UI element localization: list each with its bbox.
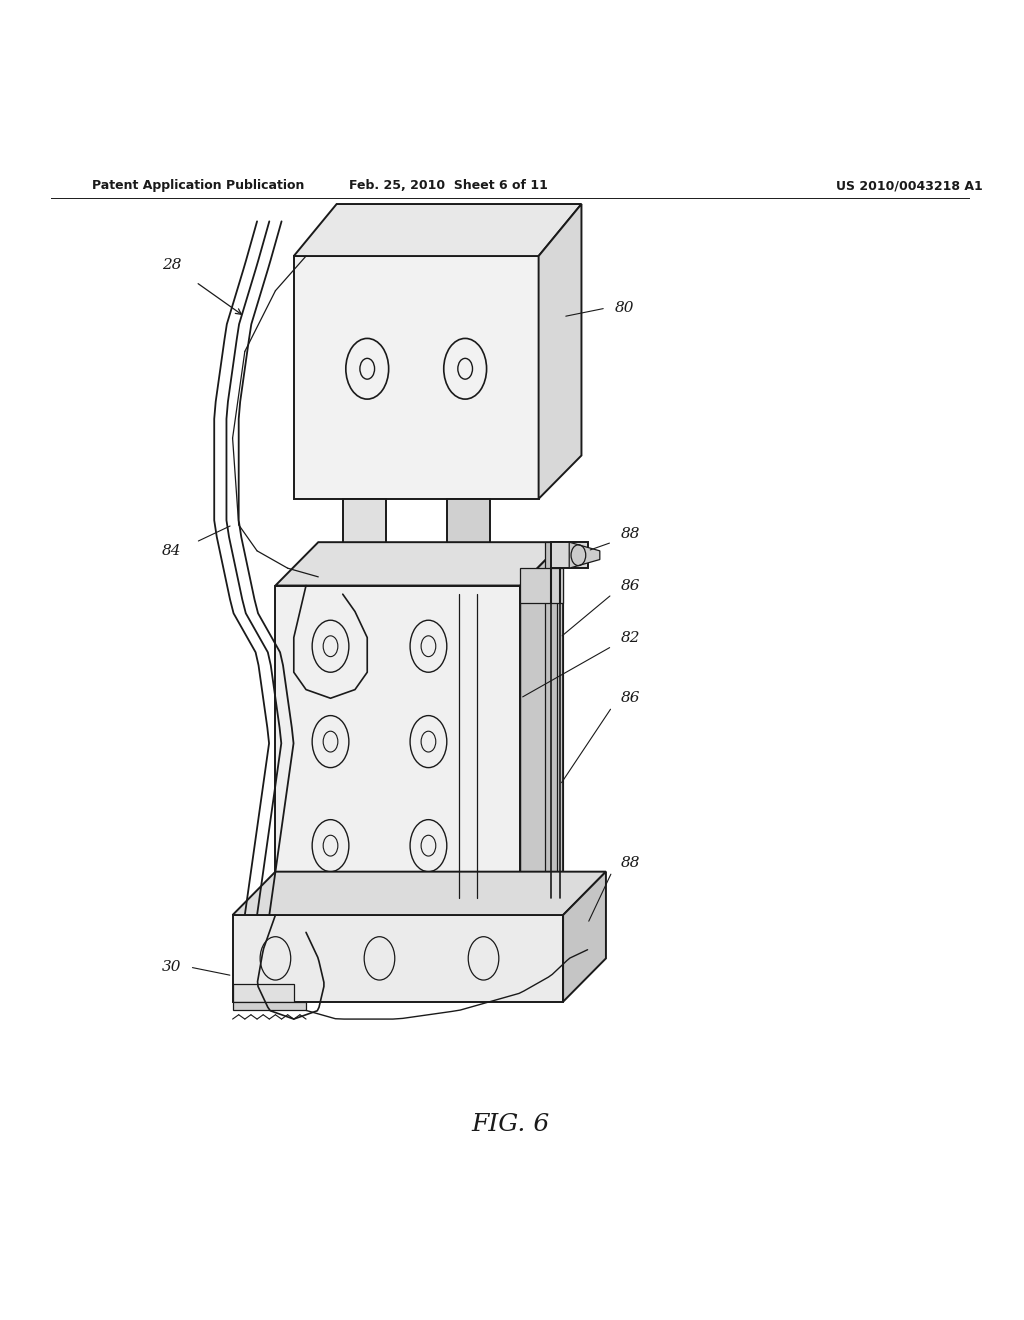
Polygon shape bbox=[275, 543, 563, 586]
Text: US 2010/0043218 A1: US 2010/0043218 A1 bbox=[837, 180, 983, 193]
Polygon shape bbox=[232, 871, 606, 915]
Text: FIG. 6: FIG. 6 bbox=[471, 1113, 549, 1135]
Polygon shape bbox=[232, 985, 294, 1002]
Text: 82: 82 bbox=[621, 631, 640, 644]
Polygon shape bbox=[232, 1002, 306, 1010]
Polygon shape bbox=[569, 543, 600, 568]
Polygon shape bbox=[520, 898, 563, 932]
Polygon shape bbox=[545, 543, 557, 915]
Text: Patent Application Publication: Patent Application Publication bbox=[92, 180, 304, 193]
Text: 86: 86 bbox=[621, 692, 640, 705]
Polygon shape bbox=[294, 256, 539, 499]
Text: Feb. 25, 2010  Sheet 6 of 11: Feb. 25, 2010 Sheet 6 of 11 bbox=[349, 180, 548, 193]
Polygon shape bbox=[569, 907, 600, 932]
Text: 88: 88 bbox=[621, 855, 640, 870]
Polygon shape bbox=[520, 543, 563, 915]
Text: 30: 30 bbox=[162, 960, 181, 974]
Polygon shape bbox=[520, 568, 563, 603]
Text: 80: 80 bbox=[614, 301, 634, 315]
Polygon shape bbox=[551, 543, 588, 568]
Polygon shape bbox=[563, 871, 606, 1002]
Polygon shape bbox=[294, 205, 582, 256]
Polygon shape bbox=[446, 499, 489, 586]
Polygon shape bbox=[343, 499, 386, 586]
Polygon shape bbox=[275, 586, 520, 915]
Text: 28: 28 bbox=[162, 257, 181, 272]
Polygon shape bbox=[551, 907, 588, 932]
Polygon shape bbox=[232, 915, 563, 1002]
Text: 86: 86 bbox=[621, 578, 640, 593]
Text: 88: 88 bbox=[621, 527, 640, 540]
Text: 84: 84 bbox=[162, 544, 181, 558]
Polygon shape bbox=[539, 205, 582, 499]
